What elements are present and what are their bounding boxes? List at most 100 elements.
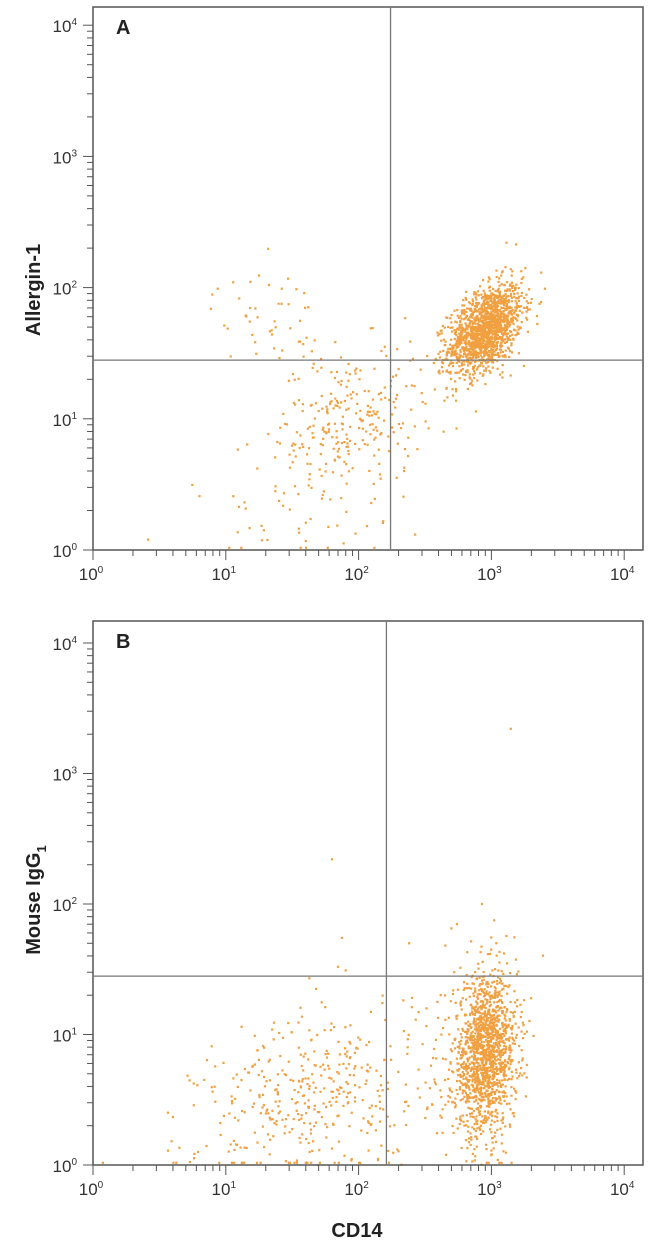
data-point bbox=[318, 1110, 321, 1114]
data-point bbox=[243, 1067, 246, 1071]
data-point bbox=[454, 1106, 457, 1109]
data-point bbox=[294, 403, 297, 406]
data-point bbox=[500, 1068, 503, 1071]
data-point bbox=[466, 387, 469, 390]
data-point bbox=[520, 270, 523, 273]
data-point bbox=[501, 319, 504, 322]
data-point bbox=[463, 334, 466, 337]
data-point bbox=[457, 1074, 460, 1077]
data-point bbox=[335, 400, 338, 403]
data-point bbox=[518, 1044, 521, 1048]
data-point bbox=[474, 329, 477, 333]
data-point bbox=[453, 332, 456, 335]
data-point bbox=[324, 1006, 327, 1009]
data-point bbox=[487, 1116, 490, 1119]
data-point bbox=[492, 1083, 495, 1086]
data-point bbox=[472, 293, 476, 296]
data-point bbox=[471, 1084, 475, 1087]
data-point bbox=[500, 1085, 503, 1089]
data-point bbox=[366, 1131, 369, 1134]
data-point bbox=[530, 297, 533, 301]
data-point bbox=[370, 414, 373, 417]
data-point bbox=[507, 332, 510, 335]
data-point bbox=[469, 336, 472, 339]
data-point bbox=[300, 1114, 303, 1117]
data-point bbox=[503, 1072, 506, 1075]
data-point bbox=[488, 1032, 491, 1035]
data-point bbox=[301, 409, 304, 413]
data-point bbox=[451, 388, 454, 391]
data-point bbox=[302, 355, 305, 358]
data-point bbox=[366, 413, 369, 416]
data-point bbox=[503, 319, 506, 322]
data-point bbox=[494, 330, 498, 333]
data-point bbox=[407, 455, 410, 458]
data-point bbox=[470, 309, 473, 313]
data-point bbox=[292, 1079, 295, 1082]
data-point bbox=[526, 330, 529, 333]
data-point bbox=[508, 1048, 511, 1051]
data-point bbox=[465, 1076, 468, 1079]
data-point bbox=[297, 377, 300, 380]
data-point bbox=[358, 427, 361, 430]
data-point bbox=[472, 995, 475, 998]
data-point bbox=[291, 1128, 294, 1131]
data-point bbox=[470, 987, 473, 990]
data-point bbox=[473, 1006, 477, 1009]
data-point bbox=[299, 1006, 302, 1009]
data-point bbox=[459, 1043, 462, 1046]
data-point bbox=[306, 462, 309, 465]
data-point bbox=[520, 321, 523, 324]
data-point bbox=[454, 380, 457, 383]
data-point bbox=[373, 367, 376, 370]
data-point bbox=[370, 1123, 373, 1126]
data-point bbox=[496, 1083, 499, 1086]
data-point bbox=[478, 1037, 481, 1040]
data-point bbox=[487, 1050, 490, 1053]
data-point bbox=[482, 289, 485, 292]
data-point bbox=[490, 1149, 493, 1152]
data-point bbox=[465, 1069, 468, 1072]
data-point bbox=[490, 1099, 493, 1102]
y-tick-exponent: 4 bbox=[71, 17, 77, 28]
data-point bbox=[266, 538, 269, 541]
data-point bbox=[340, 936, 344, 939]
data-point bbox=[510, 318, 513, 321]
data-point bbox=[260, 539, 263, 542]
data-point bbox=[470, 1003, 473, 1006]
data-point bbox=[323, 1068, 326, 1071]
data-point bbox=[503, 1063, 507, 1066]
data-point bbox=[464, 1042, 467, 1045]
data-point bbox=[480, 989, 484, 993]
data-point bbox=[496, 347, 499, 350]
data-point bbox=[444, 944, 447, 947]
data-point bbox=[491, 1010, 494, 1013]
data-point bbox=[444, 1018, 447, 1021]
data-point bbox=[336, 1088, 339, 1091]
data-point bbox=[486, 342, 489, 345]
data-point bbox=[496, 994, 499, 997]
data-point bbox=[458, 325, 461, 328]
data-point bbox=[493, 1016, 496, 1019]
data-point bbox=[480, 1089, 483, 1092]
data-point bbox=[377, 416, 380, 419]
data-point bbox=[230, 1099, 234, 1103]
data-point bbox=[397, 1150, 400, 1153]
data-point bbox=[340, 401, 343, 404]
data-point bbox=[480, 348, 483, 351]
data-point bbox=[345, 1067, 348, 1070]
data-point bbox=[488, 1074, 491, 1077]
data-point bbox=[291, 444, 294, 447]
x-tick-label: 103 bbox=[477, 1180, 502, 1199]
data-point bbox=[509, 1125, 512, 1128]
data-point bbox=[337, 441, 340, 444]
data-point bbox=[504, 1030, 507, 1033]
data-point bbox=[344, 1047, 347, 1050]
data-point bbox=[442, 430, 445, 433]
data-point bbox=[460, 1056, 463, 1059]
data-point bbox=[322, 490, 325, 493]
data-point bbox=[447, 1077, 450, 1081]
data-point bbox=[458, 1041, 461, 1044]
data-point bbox=[337, 1040, 340, 1043]
data-point bbox=[474, 1041, 477, 1044]
